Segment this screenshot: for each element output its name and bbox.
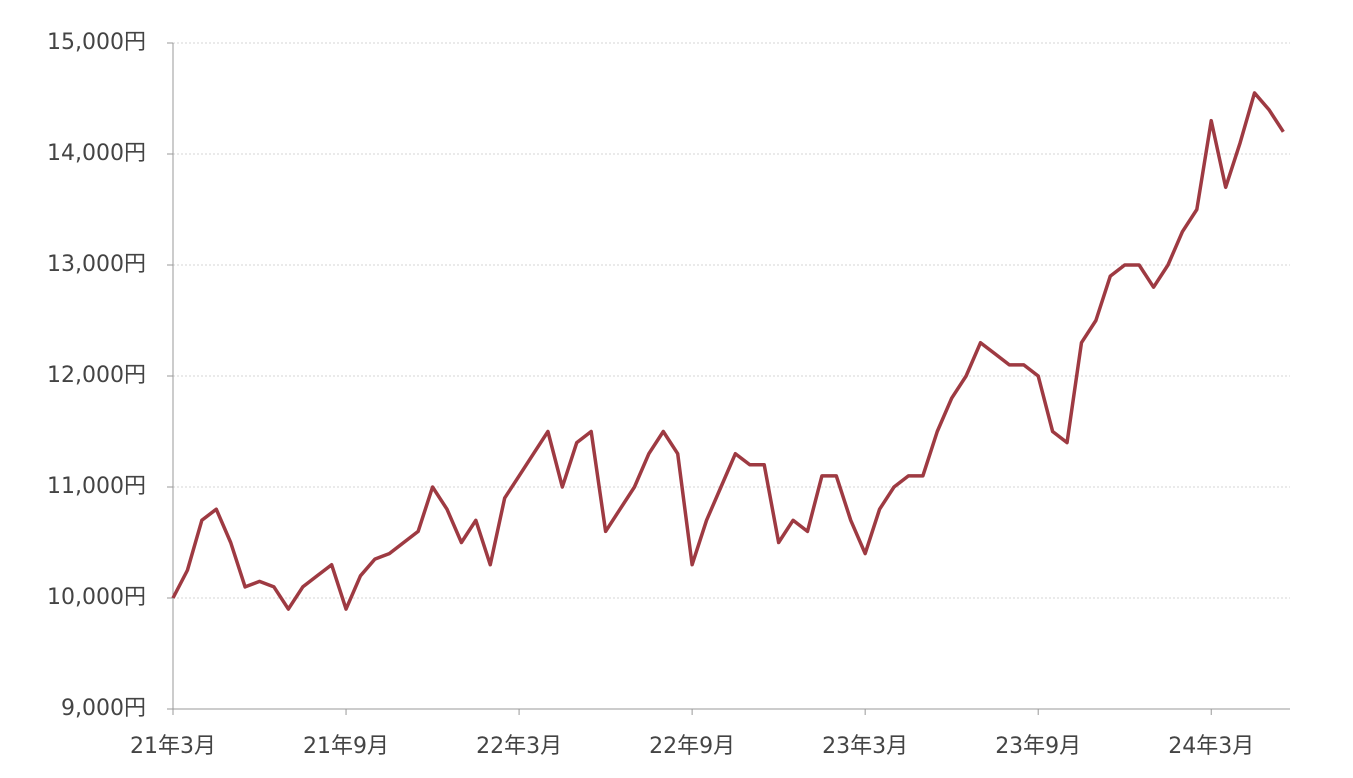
y-tick-label: 14,000円 (47, 141, 146, 166)
y-tick-label: 9,000円 (61, 696, 146, 721)
x-tick-label: 23年3月 (822, 734, 908, 759)
y-tick-label: 13,000円 (47, 252, 146, 277)
y-tick-label: 12,000円 (47, 363, 146, 388)
x-tick-label: 24年3月 (1168, 734, 1254, 759)
x-tick-label: 21年3月 (130, 734, 216, 759)
x-tick-label: 22年9月 (649, 734, 735, 759)
y-tick-label: 11,000円 (47, 474, 146, 499)
price-line (171, 91, 1285, 611)
x-tick-label: 21年9月 (303, 734, 389, 759)
y-tick-label: 10,000円 (47, 585, 146, 610)
y-tick-label: 15,000円 (47, 30, 146, 55)
x-tick-label: 22年3月 (476, 734, 562, 759)
x-tick-label: 23年9月 (995, 734, 1081, 759)
